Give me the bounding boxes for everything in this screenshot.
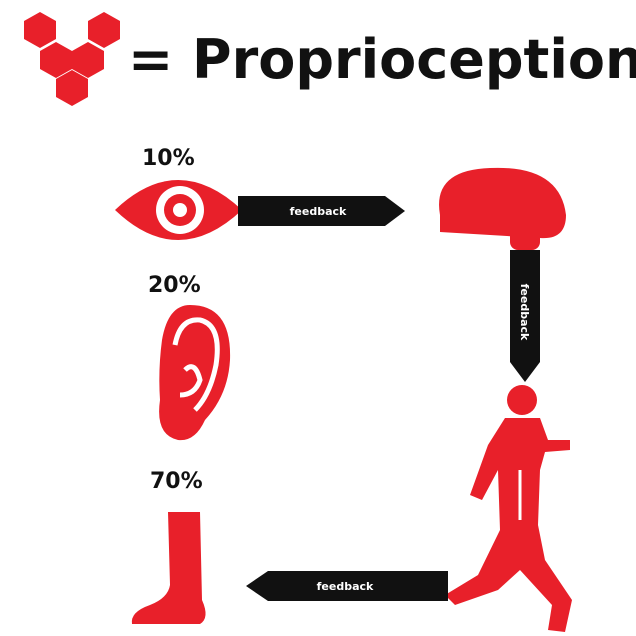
sense-percent: 70% xyxy=(150,469,203,494)
feedback-arrow: feedback xyxy=(246,571,448,601)
title: = Proprioception xyxy=(128,28,636,91)
feedback-arrow: feedback xyxy=(510,250,540,382)
sense-percent: 10% xyxy=(142,146,195,171)
arrow-label: feedback xyxy=(290,205,347,218)
feedback-arrow: feedback xyxy=(238,196,405,226)
arrow-label: feedback xyxy=(317,580,374,593)
sense-percent: 20% xyxy=(148,273,201,298)
arrow-label: feedback xyxy=(518,284,531,341)
infographic: = Proprioception 10% feedback feedback 2… xyxy=(0,0,636,636)
